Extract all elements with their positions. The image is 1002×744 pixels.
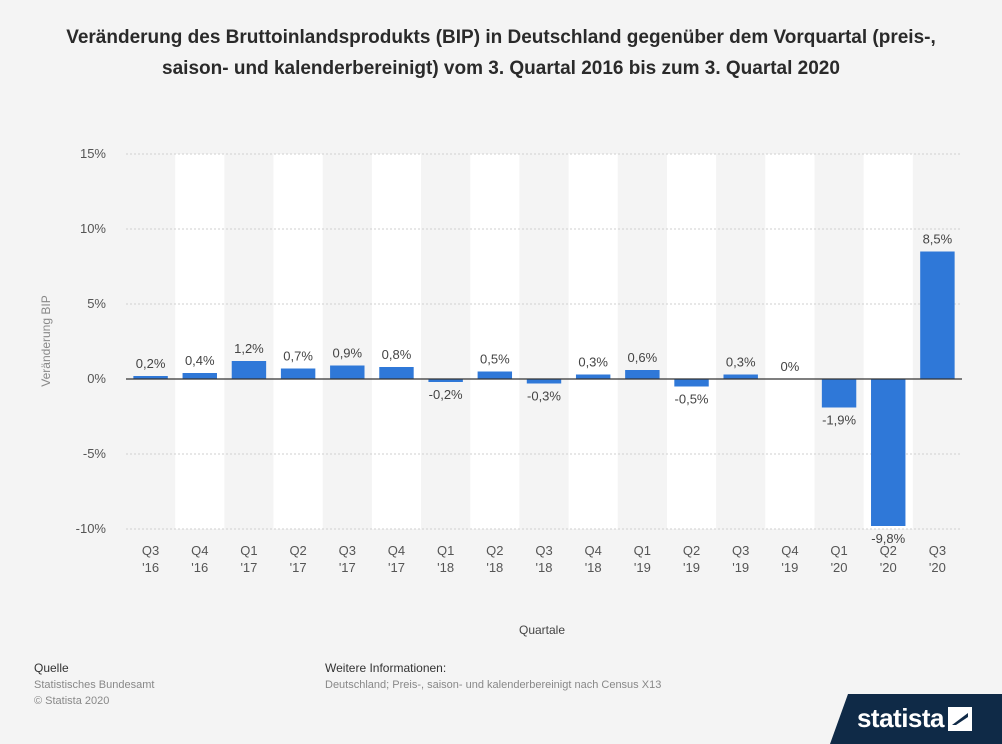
column-band [470,154,520,529]
y-tick-label: -10% [76,521,107,536]
bars [133,251,955,526]
x-tick-label: Q4 [585,543,602,558]
y-tick-label: 10% [80,221,106,236]
column-band [666,154,717,529]
grid-lines [126,153,962,530]
bar [133,376,168,379]
x-tick-label: Q4 [781,543,798,558]
x-tick-label: Q3 [929,543,946,558]
column-band [273,154,323,529]
data-label: 0,9% [332,346,362,361]
bar-chart: 15%10%5%0%-5%-10% 0,2% 0,4%1,2% 0,7% 0,9% 0,… [76,146,962,575]
data-label: 0,6% [628,350,658,365]
y-tick-label: 0% [87,371,106,386]
bar [920,251,955,379]
bar [428,379,463,382]
copyright: © Statista 2020 [34,695,110,707]
x-tick-label: Q1 [240,543,257,558]
data-label: 0% [780,359,799,374]
x-tick-label: Q3 [142,543,159,558]
data-label: 0,2% [136,356,166,371]
column-bands [175,154,913,529]
data-label: 8,5% [923,232,953,247]
bar [526,379,562,384]
bar [674,379,709,387]
data-label: -1,9% [822,413,856,428]
x-tick-label: '17 [290,560,307,575]
x-tick-label: '18 [486,560,503,575]
data-label: -0,5% [675,392,709,407]
y-tick-label: -5% [83,446,107,461]
data-labels: 0,2% 0,4% 1,2% 0,7% 0,9% 0,8% -0,2% 0,5% -0,3% 0,… [136,232,953,547]
y-axis-ticks: 15% 10% 5% 0% -5% -10% [76,146,107,536]
x-tick-label: '19 [683,560,700,575]
data-label: -0,3% [527,389,561,404]
info-text: Deutschland; Preis-, saison- und kalende… [325,679,662,691]
x-tick-label: '20 [831,560,848,575]
data-label: 0,5% [480,352,510,367]
x-tick-label: Q2 [880,543,897,558]
x-tick-label: '16 [142,560,159,575]
x-tick-label: '20 [929,560,946,575]
y-axis-label: Veränderung BIP [39,295,53,387]
bar [477,371,513,379]
info-heading: Weitere Informationen: [325,661,447,675]
data-label: 0,4% [185,353,215,368]
bar [280,368,316,379]
x-tick-label: Q2 [683,543,700,558]
data-label: 0,8% [382,347,412,362]
source-heading: Quelle [34,661,69,675]
x-tick-label: '18 [585,560,602,575]
x-tick-label: '18 [536,560,553,575]
x-tick-label: '19 [732,560,749,575]
x-tick-label: Q1 [634,543,651,558]
x-tick-label: '17 [240,560,257,575]
bar [625,370,660,379]
chart-title: Veränderung des Bruttoinlandsprodukts (B… [66,27,936,79]
x-tick-label: '17 [339,560,356,575]
x-axis-label: Quartale [518,623,566,637]
x-tick-label: Q3 [732,543,749,558]
y-tick-label: 15% [80,146,106,161]
statista-logo[interactable]: statista [830,694,1002,744]
x-tick-label: Q1 [437,543,454,558]
x-tick-label: Q1 [830,543,847,558]
x-tick-label: '18 [437,560,454,575]
x-tick-label: Q3 [535,543,552,558]
bar [330,365,365,379]
bar [871,379,906,526]
bar [723,374,758,379]
data-label: 0,3% [726,355,756,370]
column-band [175,154,225,529]
x-tick-label: '17 [388,560,405,575]
y-tick-label: 5% [87,296,106,311]
x-tick-label: '19 [634,560,651,575]
data-label: -9,8% [871,531,905,546]
data-label: 1,2% [234,341,264,356]
x-tick-label: Q2 [486,543,503,558]
x-tick-label: Q4 [388,543,405,558]
data-label: 0,7% [283,349,313,364]
x-tick-label: Q4 [191,543,208,558]
logo-text: statista [856,703,945,733]
logo-mark-icon [948,707,972,731]
source-name: Statistisches Bundesamt [34,679,155,691]
x-tick-label: Q2 [289,543,306,558]
x-tick-label: '19 [781,560,798,575]
bar [182,373,217,379]
x-tick-label: Q3 [339,543,356,558]
data-label: -0,2% [429,387,463,402]
x-axis-ticks: Q3 '16 Q4 '16 Q1 '17 Q2 '17 Q3 '17 Q4 '17 Q1 '18 Q2 '18… [142,543,946,575]
bar [231,361,267,379]
bar [379,367,414,379]
bar [821,379,857,408]
bar [575,374,611,379]
column-band [568,154,618,529]
column-band [765,154,815,529]
x-tick-label: '16 [191,560,208,575]
x-tick-label: '20 [880,560,897,575]
column-band [371,154,422,529]
data-label: 0,3% [578,355,608,370]
